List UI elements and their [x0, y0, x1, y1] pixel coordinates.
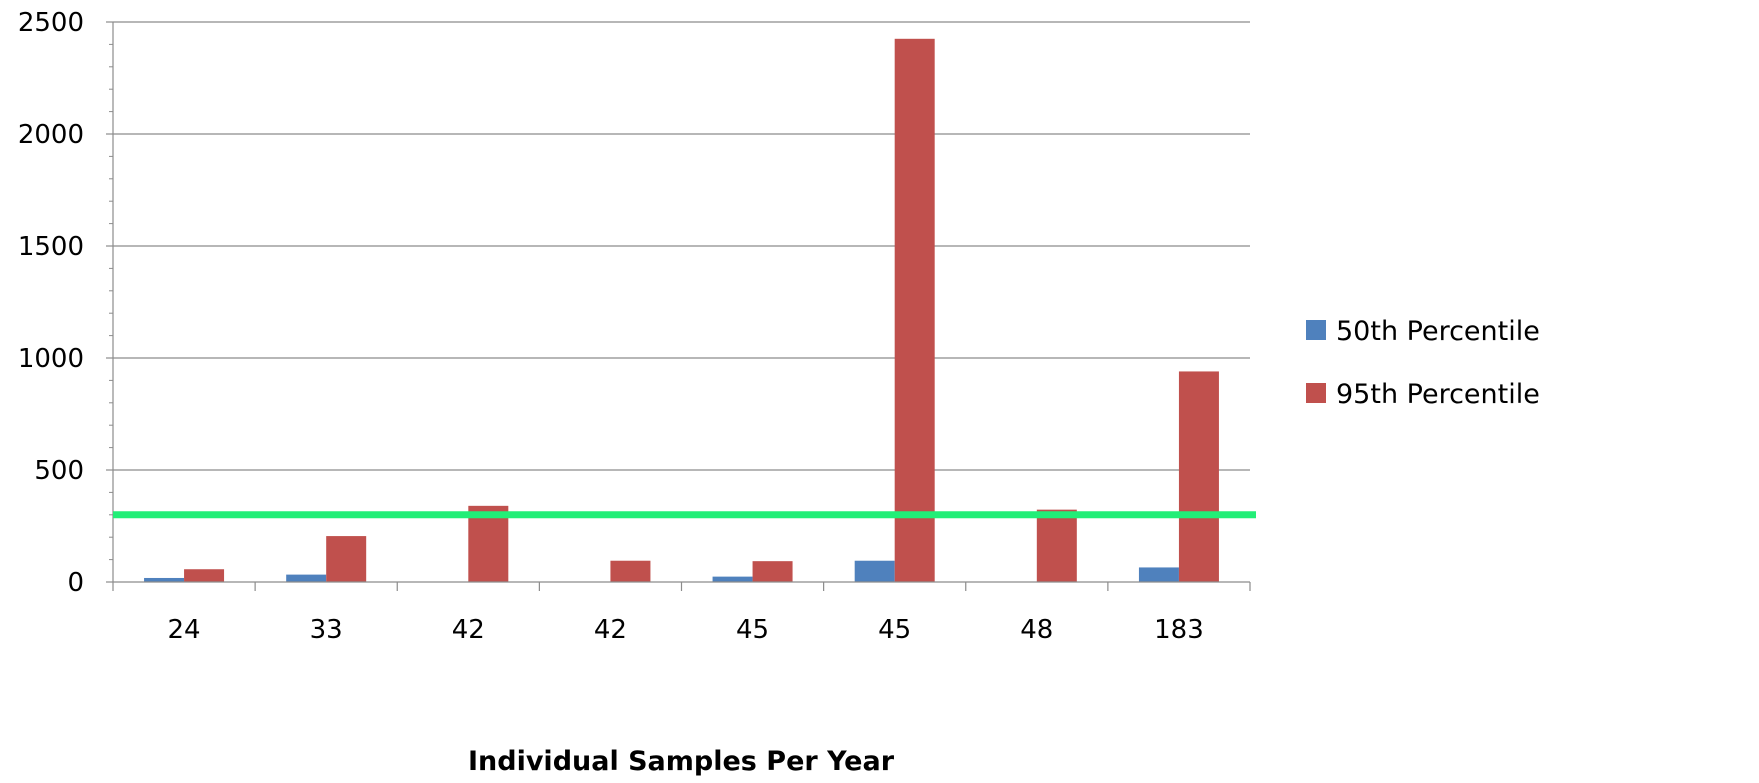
bar-p50: [286, 574, 327, 582]
axes: [106, 21, 1251, 591]
x-axis-title: Individual Samples Per Year: [468, 746, 895, 777]
bar-p50: [1138, 567, 1179, 582]
bar-p95: [326, 536, 367, 582]
legend: 50th Percentile 95th Percentile: [1306, 316, 1540, 410]
y-tick-label: 2000: [18, 120, 84, 150]
bar-p95: [468, 505, 509, 582]
y-axis-tick-labels: 0 500 1000 1500 2000 2500: [18, 8, 84, 598]
bar-p50: [854, 560, 895, 582]
x-tick-label: 45: [878, 615, 911, 645]
y-tick-label: 500: [34, 456, 84, 486]
bar-p95: [752, 561, 793, 582]
y-tick-label: 1000: [18, 344, 84, 374]
y-tick-label: 2500: [18, 8, 84, 38]
x-tick-label: 42: [594, 615, 627, 645]
x-tick-label: 183: [1154, 615, 1204, 645]
x-tick-label: 33: [310, 615, 343, 645]
legend-label: 95th Percentile: [1336, 379, 1540, 410]
y-tick-label: 0: [67, 568, 84, 598]
gridlines: [113, 21, 1250, 471]
bar-p95: [894, 38, 935, 583]
legend-swatch: [1306, 383, 1326, 403]
x-axis-tick-labels: 24 33 42 42 45 45 48 183: [168, 615, 1204, 645]
x-tick-label: 48: [1020, 615, 1053, 645]
bar-p95: [1036, 509, 1077, 582]
bar-p95: [610, 560, 651, 582]
x-tick-label: 45: [736, 615, 769, 645]
x-tick-label: 24: [168, 615, 201, 645]
legend-label: 50th Percentile: [1336, 316, 1540, 347]
y-tick-label: 1500: [18, 232, 84, 262]
bar-p50: [712, 576, 753, 582]
bar-p95: [184, 569, 225, 582]
legend-swatch: [1306, 320, 1326, 340]
x-tick-label: 42: [452, 615, 485, 645]
bar-p95: [1178, 371, 1219, 582]
bars: [144, 38, 1219, 583]
bar-p50: [144, 577, 185, 582]
